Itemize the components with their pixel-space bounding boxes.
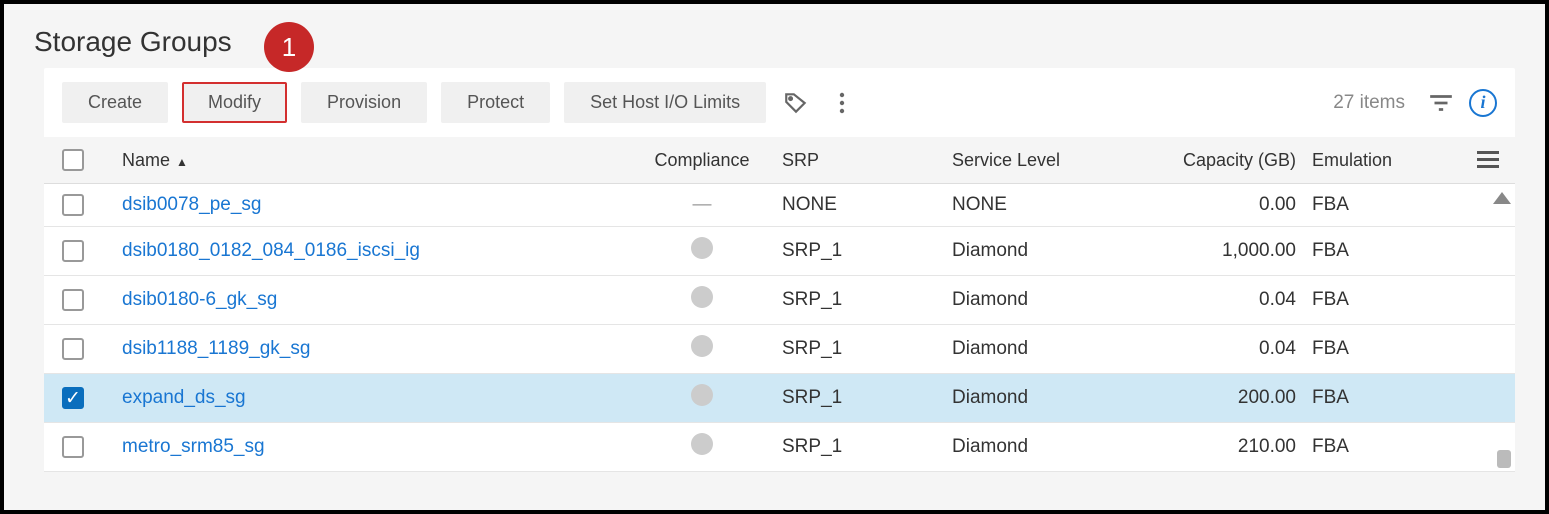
tag-icon[interactable]	[780, 87, 812, 119]
row-name-link[interactable]: dsib1188_1189_gk_sg	[122, 338, 622, 360]
more-actions-icon[interactable]	[826, 87, 858, 119]
column-settings-icon[interactable]	[1477, 151, 1499, 174]
row-emulation: FBA	[1312, 194, 1432, 216]
row-service-level: Diamond	[952, 240, 1152, 262]
compliance-dot-icon	[691, 384, 713, 406]
row-service-level: Diamond	[952, 338, 1152, 360]
row-compliance: —	[622, 194, 782, 216]
row-emulation: FBA	[1312, 387, 1432, 409]
row-srp: SRP_1	[782, 240, 952, 262]
col-emulation-header[interactable]: Emulation	[1312, 150, 1432, 171]
row-name-link[interactable]: dsib0180-6_gk_sg	[122, 289, 622, 311]
set-host-io-limits-button[interactable]: Set Host I/O Limits	[564, 82, 766, 123]
row-service-level: Diamond	[952, 436, 1152, 458]
compliance-dot-icon	[691, 237, 713, 259]
row-compliance	[622, 286, 782, 314]
row-srp: SRP_1	[782, 289, 952, 311]
table-body: dsib0078_pe_sg—NONENONE0.00FBAdsib0180_0…	[44, 184, 1515, 472]
row-srp: SRP_1	[782, 436, 952, 458]
compliance-dot-icon	[691, 286, 713, 308]
col-capacity-header[interactable]: Capacity (GB)	[1152, 150, 1312, 171]
row-emulation: FBA	[1312, 289, 1432, 311]
col-srp-header[interactable]: SRP	[782, 150, 952, 171]
callout-badge-1: 1	[264, 22, 314, 72]
row-service-level: NONE	[952, 194, 1152, 216]
table-row[interactable]: ✓ expand_ds_sg SRP_1Diamond200.00FBA	[44, 374, 1515, 423]
scroll-up-icon[interactable]	[1493, 192, 1511, 204]
row-compliance	[622, 384, 782, 412]
table-header: Name▲ Compliance SRP Service Level Capac…	[44, 137, 1515, 184]
row-service-level: Diamond	[952, 387, 1152, 409]
select-all-checkbox[interactable]	[62, 149, 122, 171]
row-emulation: FBA	[1312, 240, 1432, 262]
filter-icon[interactable]	[1427, 89, 1455, 117]
row-capacity: 0.04	[1152, 338, 1312, 360]
sort-asc-icon: ▲	[176, 155, 188, 169]
table-row[interactable]: dsib0078_pe_sg—NONENONE0.00FBA	[44, 184, 1515, 227]
col-compliance-header[interactable]: Compliance	[622, 150, 782, 171]
row-service-level: Diamond	[952, 289, 1152, 311]
compliance-dash-icon: —	[693, 194, 712, 215]
table-row[interactable]: dsib1188_1189_gk_sg SRP_1Diamond0.04FBA	[44, 325, 1515, 374]
row-checkbox[interactable]	[62, 289, 84, 311]
col-service-level-header[interactable]: Service Level	[952, 150, 1152, 171]
row-checkbox[interactable]	[62, 338, 84, 360]
row-emulation: FBA	[1312, 338, 1432, 360]
row-checkbox[interactable]	[62, 194, 84, 216]
row-emulation: FBA	[1312, 436, 1432, 458]
table-wrap: Name▲ Compliance SRP Service Level Capac…	[44, 137, 1515, 472]
row-name-link[interactable]: metro_srm85_sg	[122, 436, 622, 458]
row-checkbox[interactable]	[62, 436, 84, 458]
storage-groups-panel: Create Modify Provision Protect Set Host…	[44, 68, 1515, 472]
compliance-dot-icon	[691, 433, 713, 455]
row-capacity: 0.04	[1152, 289, 1312, 311]
info-icon[interactable]: i	[1469, 89, 1497, 117]
item-count: 27 items	[1333, 92, 1405, 114]
row-capacity: 0.00	[1152, 194, 1312, 216]
toolbar: Create Modify Provision Protect Set Host…	[44, 68, 1515, 137]
scroll-thumb[interactable]	[1497, 450, 1511, 468]
row-srp: SRP_1	[782, 387, 952, 409]
row-capacity: 1,000.00	[1152, 240, 1312, 262]
page-header: Storage Groups 1	[4, 4, 1545, 68]
protect-button[interactable]: Protect	[441, 82, 550, 123]
table-row[interactable]: metro_srm85_sg SRP_1Diamond210.00FBA	[44, 423, 1515, 472]
provision-button[interactable]: Provision	[301, 82, 427, 123]
row-compliance	[622, 335, 782, 363]
row-name-link[interactable]: expand_ds_sg	[122, 387, 622, 409]
row-capacity: 210.00	[1152, 436, 1312, 458]
create-button[interactable]: Create	[62, 82, 168, 123]
row-checkbox[interactable]: ✓	[62, 387, 84, 409]
row-compliance	[622, 237, 782, 265]
row-name-link[interactable]: dsib0180_0182_084_0186_iscsi_ig	[122, 240, 622, 262]
row-compliance	[622, 433, 782, 461]
table-row[interactable]: dsib0180_0182_084_0186_iscsi_ig SRP_1Diam…	[44, 227, 1515, 276]
row-name-link[interactable]: dsib0078_pe_sg	[122, 194, 622, 216]
page-title: Storage Groups	[34, 26, 1515, 58]
col-name-header[interactable]: Name▲	[122, 150, 622, 171]
table-row[interactable]: dsib0180-6_gk_sg SRP_1Diamond0.04FBA	[44, 276, 1515, 325]
row-checkbox[interactable]	[62, 240, 84, 262]
row-srp: SRP_1	[782, 338, 952, 360]
row-srp: NONE	[782, 194, 952, 216]
compliance-dot-icon	[691, 335, 713, 357]
modify-button[interactable]: Modify	[182, 82, 287, 123]
row-capacity: 200.00	[1152, 387, 1312, 409]
